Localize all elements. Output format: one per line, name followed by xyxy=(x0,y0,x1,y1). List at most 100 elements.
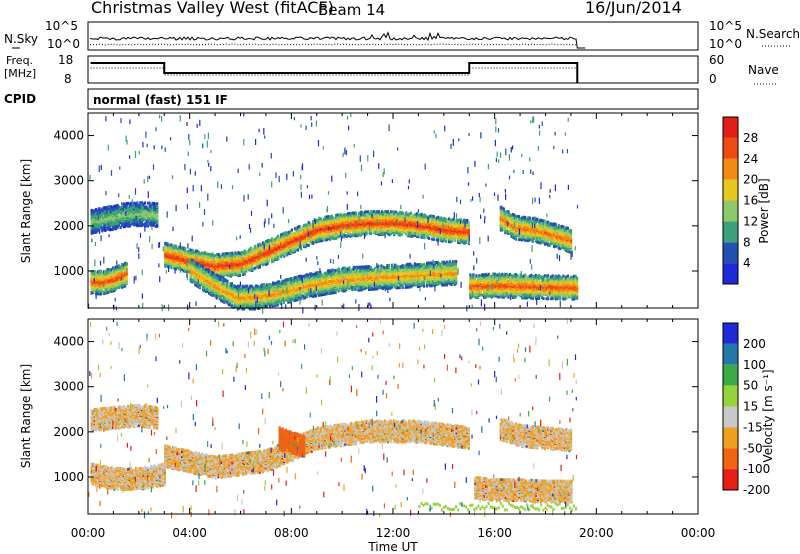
power-cell xyxy=(364,226,367,230)
power-cell xyxy=(284,249,287,253)
power-cell xyxy=(231,267,234,271)
power-cell xyxy=(376,229,379,233)
power-cell xyxy=(431,237,434,241)
power-cell xyxy=(90,290,93,294)
power-cell xyxy=(362,214,365,218)
power-cell xyxy=(168,244,171,247)
power-cell xyxy=(417,215,420,219)
power-cell xyxy=(373,214,376,218)
power-cell xyxy=(402,229,405,233)
power-cell xyxy=(324,221,327,225)
power-cell xyxy=(322,231,325,235)
power-cell xyxy=(219,262,222,266)
power-cell xyxy=(164,259,167,263)
power-cell xyxy=(454,220,457,224)
power-cell xyxy=(235,255,239,259)
power-cell xyxy=(307,238,310,242)
power-cell xyxy=(205,255,208,259)
power-cell xyxy=(213,254,216,258)
power-cell xyxy=(332,235,335,239)
power-cell xyxy=(274,237,277,241)
power-cell xyxy=(102,206,105,210)
power-cell xyxy=(403,214,406,218)
power-cell xyxy=(116,218,119,222)
power-cell xyxy=(376,226,379,230)
power-cell xyxy=(113,270,116,274)
power-cell xyxy=(354,230,358,234)
power-cell xyxy=(121,272,124,276)
power-cell xyxy=(431,214,434,218)
power-cell xyxy=(388,227,391,231)
power-cell xyxy=(408,228,411,232)
power-cell xyxy=(225,261,228,265)
power-cell xyxy=(460,238,463,242)
power-cell xyxy=(231,251,234,255)
power-cell xyxy=(347,233,350,237)
power-cell xyxy=(200,264,203,268)
power-cell xyxy=(380,229,383,233)
power-cell xyxy=(357,225,361,228)
power-cell xyxy=(202,256,205,260)
power-cell xyxy=(119,206,122,210)
power-cell xyxy=(142,202,145,206)
power-cell xyxy=(114,265,118,269)
power-cell xyxy=(216,256,219,259)
power-cell xyxy=(116,224,119,228)
power-cell xyxy=(264,258,268,262)
power-cell xyxy=(191,249,194,252)
power-cell xyxy=(336,213,339,217)
power-cell xyxy=(136,223,139,227)
power-cell xyxy=(377,226,380,230)
power-cell xyxy=(374,213,377,217)
power-cell xyxy=(324,230,327,234)
power-cell xyxy=(444,234,448,237)
power-cell xyxy=(307,243,310,247)
power-cell xyxy=(275,253,278,257)
power-cell xyxy=(188,254,191,258)
power-cell xyxy=(418,222,422,226)
power-cell xyxy=(454,236,457,240)
power-cell xyxy=(449,235,452,239)
power-cell xyxy=(310,224,313,228)
power-cell xyxy=(206,254,210,258)
power-cell xyxy=(446,231,449,235)
power-cell xyxy=(428,220,431,224)
power-cell xyxy=(110,214,113,218)
power-cell xyxy=(165,249,168,253)
power-cell xyxy=(414,232,417,235)
power-cell xyxy=(216,253,219,256)
power-cell xyxy=(184,267,187,270)
power-cell xyxy=(235,273,239,277)
power-cell xyxy=(134,209,137,213)
power-cell xyxy=(280,233,283,237)
power-cell xyxy=(281,237,284,241)
power-cell xyxy=(255,259,258,262)
power-cell xyxy=(313,218,316,222)
power-cell xyxy=(382,233,385,237)
power-cell xyxy=(154,224,157,228)
power-cell xyxy=(156,205,159,209)
power-cell xyxy=(219,270,222,274)
power-cell xyxy=(435,235,438,239)
beam-label: Beam 14 xyxy=(318,1,385,19)
power-cell xyxy=(213,265,216,269)
power-cell xyxy=(181,252,184,256)
power-cell xyxy=(96,272,99,276)
power-cell xyxy=(386,215,390,219)
power-cell xyxy=(400,210,403,214)
power-cell xyxy=(304,232,307,236)
power-cell xyxy=(148,221,151,225)
power-cell xyxy=(168,260,171,264)
power-cell xyxy=(258,257,261,261)
power-cell xyxy=(254,244,257,248)
power-cell xyxy=(383,225,387,229)
power-cell xyxy=(176,247,179,251)
power-cell xyxy=(198,281,201,285)
power-cell xyxy=(336,217,339,221)
power-cell xyxy=(393,217,396,221)
power-cell xyxy=(377,233,380,237)
power-cell xyxy=(92,289,95,293)
power-cell xyxy=(298,236,301,239)
power-cell xyxy=(133,221,136,225)
power-cell xyxy=(316,238,319,242)
